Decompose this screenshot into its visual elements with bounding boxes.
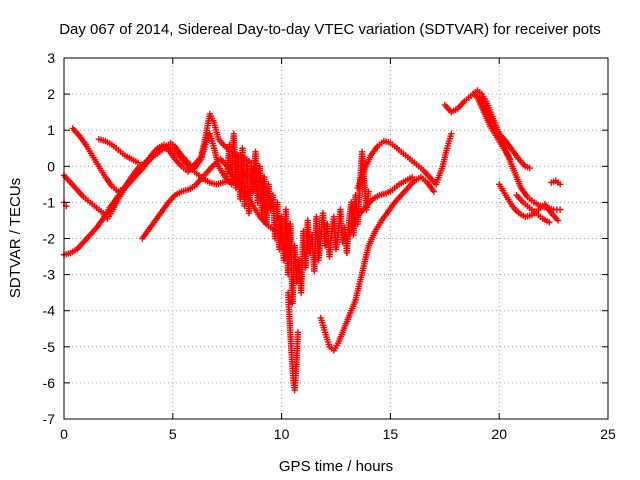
data-point [526,164,533,172]
data-point [556,181,564,188]
y-tick-label: -1 [43,194,56,210]
y-tick-label: 0 [47,158,55,174]
y-axis-label: SDTVAR / TECUs [7,178,24,298]
data-point [556,206,564,213]
data-point [546,219,553,226]
chart-title: Day 067 of 2014, Sidereal Day-to-day VTE… [59,21,601,38]
x-tick-label: 25 [600,426,616,442]
data-point [365,188,372,195]
data-point [134,159,142,166]
x-axis: 0 5 10 15 20 25 [60,58,616,442]
data-point [448,130,455,138]
data-point [430,188,438,195]
data-point [554,217,562,224]
y-tick-label: 1 [47,122,55,138]
data-points [60,87,564,394]
x-tick-label: 20 [491,426,507,442]
y-tick-label: -3 [43,267,56,283]
x-tick-label: 5 [169,426,177,442]
y-tick-label: 2 [47,86,55,102]
data-point [506,155,514,163]
y-tick-label: 3 [47,50,55,66]
y-tick-label: -4 [43,303,56,319]
y-tick-label: -7 [43,411,56,427]
data-point [294,329,302,336]
x-axis-label: GPS time / hours [279,458,393,475]
y-tick-label: -5 [43,339,56,355]
y-tick-label: -2 [43,231,56,247]
data-point [408,173,416,181]
x-tick-label: 15 [383,426,399,442]
x-tick-label: 0 [60,426,68,442]
y-axis: 3 2 1 0 -1 -2 -3 -4 -5 -6 -7 [43,50,608,427]
x-tick-label: 10 [274,426,290,442]
y-tick-label: -6 [43,375,56,391]
